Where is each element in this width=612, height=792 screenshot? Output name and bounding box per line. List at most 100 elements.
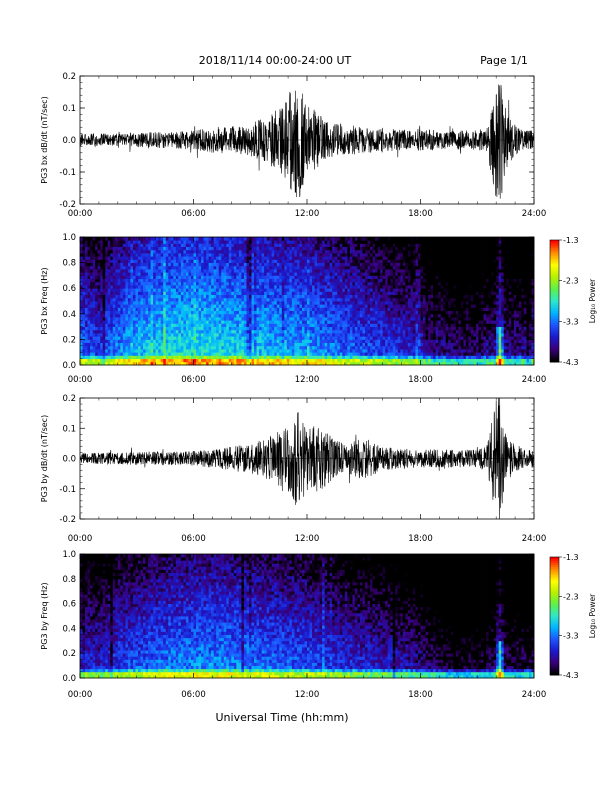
- spectrogram-cell: [251, 349, 255, 353]
- spectrogram-cell: [201, 294, 204, 299]
- spectrogram-cell: [173, 285, 177, 289]
- spectrogram-cell: [170, 323, 174, 327]
- spectrogram-cell: [259, 246, 262, 251]
- spectrogram-cell: [367, 317, 371, 321]
- spectrogram-cell: [213, 352, 217, 356]
- spectrogram-cell: [266, 355, 270, 359]
- spectrogram-cell: [352, 265, 356, 270]
- spectrogram-cell: [359, 339, 363, 343]
- spectrogram-cell: [243, 310, 247, 315]
- spectrogram-cell: [183, 304, 187, 308]
- spectrogram-cell: [261, 294, 265, 299]
- spectrogram-cell: [284, 301, 288, 305]
- spectrogram-cell: [339, 313, 343, 318]
- spectrogram-cell: [183, 249, 187, 254]
- spectrogram-cell: [226, 349, 230, 353]
- spectrogram-cell: [112, 256, 116, 260]
- spectrogram-cell: [365, 259, 368, 263]
- spectrogram-cell: [276, 323, 280, 327]
- spectrogram-cell: [251, 275, 255, 279]
- spectrogram-cell: [80, 294, 83, 299]
- spectrogram-cell: [102, 269, 106, 273]
- spectrogram-cell: [289, 317, 293, 321]
- spectrogram-cell: [362, 288, 366, 292]
- spectrogram-cell: [375, 249, 379, 254]
- spectrogram-cell: [85, 310, 88, 315]
- spectrogram-cell: [309, 345, 313, 350]
- spectrogram-cell: [158, 355, 162, 359]
- spectrogram-cell: [97, 310, 101, 315]
- spectrogram-cell: [375, 329, 379, 334]
- spectrogram-cell: [198, 323, 202, 327]
- spectrogram-cell: [90, 352, 94, 356]
- spectrogram-cell: [354, 323, 358, 327]
- spectrogram-cell: [337, 326, 341, 331]
- spectrogram-cell: [279, 352, 283, 356]
- spectrogram-cell: [100, 329, 104, 334]
- spectrogram-cell: [372, 355, 376, 359]
- spectrogram-cell: [322, 313, 326, 318]
- spectrogram-cell: [95, 294, 99, 299]
- spectrogram-cell: [218, 253, 222, 257]
- spectrogram-cell: [248, 262, 252, 267]
- spectrogram-cell: [170, 281, 174, 286]
- spectrogram-cell: [170, 243, 174, 247]
- spectrogram-cell: [266, 304, 270, 308]
- spectrogram-cell: [312, 297, 315, 302]
- spectrogram-cell: [183, 358, 187, 363]
- spectrogram-cell: [248, 288, 252, 292]
- spectrogram-cell: [90, 243, 94, 247]
- spectrogram-cell: [286, 278, 290, 283]
- spectrogram-cell: [248, 317, 252, 321]
- spectrogram-cell: [377, 237, 381, 241]
- spectrogram-cell: [359, 269, 363, 273]
- spectrogram-cell: [107, 349, 111, 353]
- spectrogram-cell: [271, 310, 275, 315]
- spectrogram-cell: [117, 342, 121, 347]
- spectrogram-cell: [218, 326, 222, 331]
- spectrogram-cell: [231, 246, 235, 251]
- spectrogram-cell: [314, 323, 318, 327]
- spectrogram-cell: [238, 349, 242, 353]
- spectrogram-cell: [143, 240, 146, 244]
- spectrogram-cell: [173, 355, 177, 359]
- spectrogram-cell: [82, 307, 86, 311]
- spectrogram-cell: [344, 355, 348, 359]
- spectrogram-cell: [160, 249, 164, 254]
- spectrogram-cell: [185, 317, 189, 321]
- spectrogram-cell: [372, 333, 376, 337]
- spectrogram-cell: [354, 339, 358, 343]
- spectrogram-cell: [312, 243, 315, 247]
- spectrogram-cell: [334, 349, 338, 353]
- spectrogram-cell: [246, 307, 250, 311]
- spectrogram-cell: [307, 294, 310, 299]
- spectrogram-cell: [85, 240, 88, 244]
- spectrogram-cell: [296, 281, 300, 286]
- spectrogram-cell: [274, 333, 278, 337]
- spectrogram-cell: [168, 342, 172, 347]
- spectrogram-cell: [218, 329, 222, 334]
- spectrogram-cell: [193, 259, 197, 263]
- spectrogram-cell: [231, 317, 235, 321]
- spectrogram-cell: [243, 336, 247, 340]
- spectrogram-cell: [120, 333, 124, 337]
- spectrogram-cell: [216, 249, 220, 254]
- spectrogram-cell: [140, 285, 144, 289]
- spectrogram-cell: [206, 336, 210, 340]
- spectrogram-cell: [259, 259, 262, 263]
- spectrogram-cell: [115, 240, 119, 244]
- spectrogram-cell: [90, 237, 94, 241]
- spectrogram-cell: [332, 352, 336, 356]
- spectrogram-cell: [196, 345, 199, 350]
- spectrogram-cell: [80, 333, 83, 337]
- spectrogram-cell: [312, 339, 315, 343]
- spectrogram-cell: [380, 278, 384, 283]
- spectrogram-cell: [201, 291, 204, 295]
- spectrogram-cell: [337, 281, 341, 286]
- spectrogram-cell: [269, 288, 273, 292]
- spectrogram-cell: [377, 361, 381, 366]
- spectrogram-cell: [208, 355, 212, 359]
- spectrogram-cell: [236, 326, 240, 331]
- spectrogram-cell: [246, 259, 250, 263]
- spectrogram-cell: [365, 243, 368, 247]
